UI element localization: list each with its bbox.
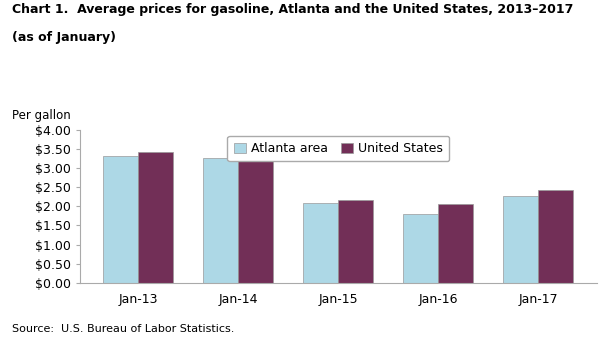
Bar [538, 190, 573, 283]
Text: Per gallon: Per gallon [12, 109, 71, 122]
Text: Chart 1.  Average prices for gasoline, Atlanta and the United States, 2013–2017: Chart 1. Average prices for gasoline, At… [12, 3, 574, 16]
Bar [138, 152, 173, 283]
Bar [438, 204, 473, 283]
Text: Source:  U.S. Bureau of Labor Statistics.: Source: U.S. Bureau of Labor Statistics. [12, 324, 235, 334]
Bar [503, 196, 538, 283]
Bar [239, 154, 273, 283]
Bar [403, 214, 438, 283]
Bar [303, 203, 338, 283]
Bar [103, 156, 138, 283]
Text: (as of January): (as of January) [12, 31, 116, 44]
Bar [338, 200, 373, 283]
Bar [204, 158, 239, 283]
Legend: Atlanta area, United States: Atlanta area, United States [228, 136, 449, 161]
